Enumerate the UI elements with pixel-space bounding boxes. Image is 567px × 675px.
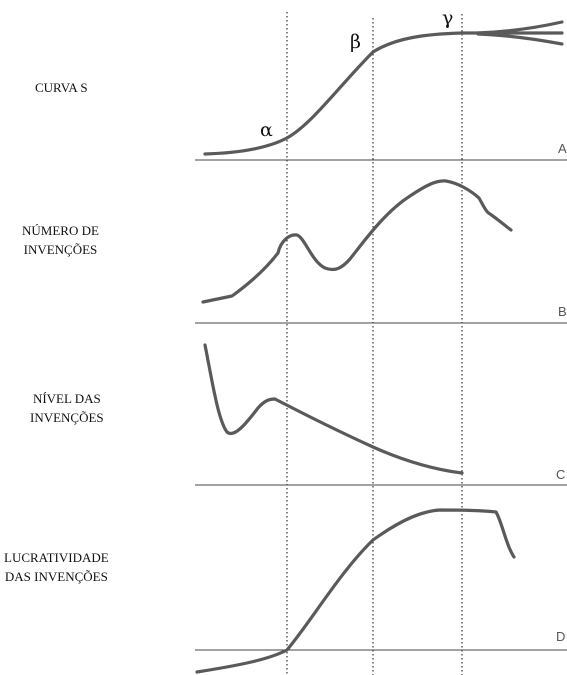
label-number-of-inventions-line2: INVENÇÕES xyxy=(23,242,98,257)
label-profitability-line2: DAS INVENÇÕES xyxy=(4,569,108,584)
label-level-of-inventions-line1: NÍVEL DAS xyxy=(32,391,101,406)
label-number-of-inventions-line1: NÚMERO DE xyxy=(22,223,99,238)
panel-letter-b: B xyxy=(558,304,567,319)
panel-letter-a: A xyxy=(558,141,567,156)
label-profitability-line1: LUCRATIVIDADE xyxy=(4,550,109,565)
panel-letter-d: D xyxy=(556,629,565,644)
label-level-of-inventions: NÍVEL DAS INVENÇÕES xyxy=(30,389,104,427)
level-of-inventions-curve xyxy=(203,343,464,475)
alpha-marker: α xyxy=(260,119,273,141)
label-s-curve: CURVA S xyxy=(35,78,88,97)
beta-marker: β xyxy=(350,31,361,53)
panel-letter-c: C xyxy=(556,467,565,482)
label-number-of-inventions: NÚMERO DE INVENÇÕES xyxy=(22,221,99,259)
s-curve-branch-up xyxy=(476,20,564,35)
profitability-curve xyxy=(195,508,516,674)
s-curve-branch-down xyxy=(476,32,564,46)
label-profitability: LUCRATIVIDADE DAS INVENÇÕES xyxy=(4,548,109,586)
label-level-of-inventions-line2: INVENÇÕES xyxy=(30,410,104,425)
s-curve xyxy=(203,31,564,156)
label-s-curve-line1: CURVA S xyxy=(35,80,88,95)
number-of-inventions-curve xyxy=(201,179,513,304)
gamma-marker: γ xyxy=(442,7,453,29)
